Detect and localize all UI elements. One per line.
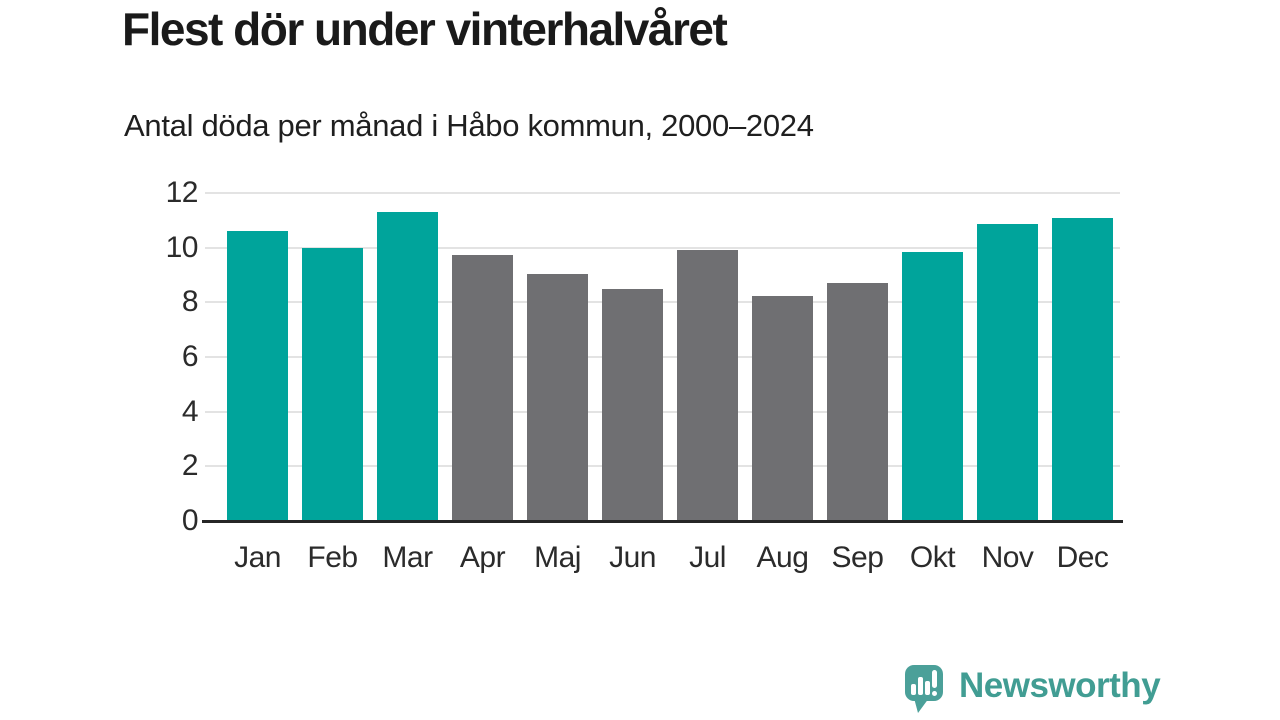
bar-apr: [452, 254, 513, 521]
x-tick-label-feb: Feb: [307, 541, 358, 574]
x-tick-label-okt: Okt: [909, 541, 956, 574]
x-axis-baseline: [202, 520, 1123, 523]
y-tick-label-8: 8: [181, 285, 199, 319]
newsworthy-wordmark: Newsworthy: [959, 666, 1161, 705]
bar-mar: [377, 212, 438, 521]
bar-okt: [902, 251, 963, 521]
x-tick-label-maj: Maj: [534, 541, 581, 574]
chart-title: Flest dör under vinterhalvåret: [122, 3, 728, 55]
x-tick-label-dec: Dec: [1056, 541, 1109, 574]
x-tick-label-aug: Aug: [756, 541, 809, 574]
bar-jun: [602, 288, 663, 521]
bar-maj: [527, 273, 588, 521]
x-tick-label-jan: Jan: [234, 541, 281, 574]
x-tick-label-sep: Sep: [831, 541, 884, 574]
x-axis-labels: Jan Feb Mar Apr Maj Jun Jul Aug Sep Okt Nov Dec: [205, 541, 1120, 581]
y-tick-label-0: 0: [181, 504, 199, 537]
y-tick-label-2: 2: [181, 449, 199, 483]
y-tick-label-12: 12: [165, 176, 199, 209]
y-tick-label-6: 6: [181, 340, 199, 373]
x-tick-label-jun: Jun: [609, 541, 656, 574]
x-tick-label-nov: Nov: [981, 541, 1034, 574]
x-tick-label-apr: Apr: [459, 541, 506, 574]
bar-aug: [752, 295, 813, 521]
bar-jul: [677, 250, 738, 521]
bar-sep: [827, 283, 888, 521]
bar-feb: [302, 247, 363, 521]
x-tick-label-mar: Mar: [382, 541, 433, 574]
gridline-y-10: [205, 246, 1120, 249]
y-tick-label-4: 4: [181, 394, 199, 428]
newsworthy-icon: [905, 665, 943, 713]
bar-dec: [1052, 217, 1113, 521]
bar-nov: [977, 224, 1038, 521]
y-tick-label-10: 10: [165, 230, 199, 264]
chart-subtitle: Antal döda per månad i Håbo kommun, 2000…: [124, 108, 814, 143]
y-axis-labels: 0 2 4 6 8 10 12: [100, 177, 199, 537]
newsworthy-logo: Newsworthy: [905, 665, 1161, 715]
bar-jan: [227, 231, 288, 521]
gridline-y-12: [205, 192, 1120, 194]
x-tick-label-jul: Jul: [689, 541, 726, 574]
plot-area: [202, 192, 1123, 523]
